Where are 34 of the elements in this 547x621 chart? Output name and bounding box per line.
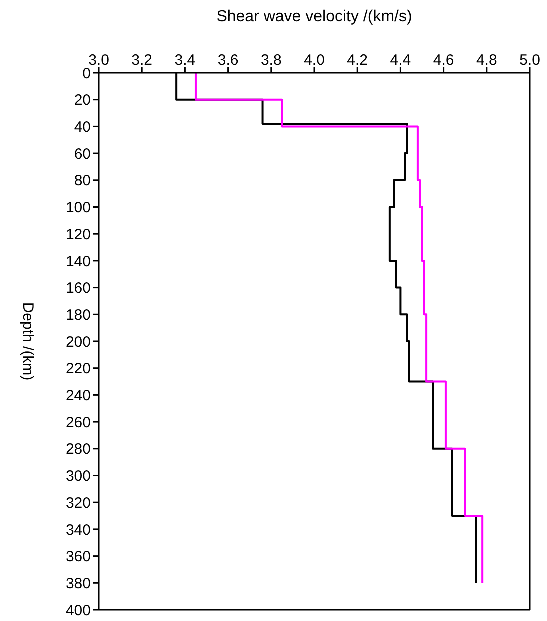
- y-tick-label: 80: [74, 172, 91, 190]
- y-tick-label: 280: [66, 441, 91, 458]
- y-tick-label: 260: [66, 414, 91, 432]
- y-tick-label: 200: [66, 334, 91, 351]
- y-tick-label: 180: [66, 306, 91, 324]
- y-tick-label: 20: [74, 92, 91, 110]
- x-tick-label: 3.8: [260, 52, 282, 69]
- x-tick-label: 4.8: [476, 52, 498, 69]
- x-tick-label: 3.6: [218, 52, 239, 69]
- y-tick-label: 360: [66, 548, 91, 566]
- x-tick-label: 4.2: [347, 52, 368, 69]
- x-tick-label: 4.4: [390, 52, 412, 69]
- y-tick-label: 160: [66, 280, 91, 298]
- y-tick-label: 380: [66, 575, 91, 592]
- y-tick-label: 300: [66, 468, 91, 486]
- x-tick-label: 3.2: [132, 52, 153, 69]
- y-tick-label: 60: [74, 146, 91, 163]
- y-tick-label: 100: [66, 200, 91, 217]
- y-tick-label: 220: [66, 360, 91, 378]
- y-tick-label: 40: [74, 119, 91, 136]
- y-tick-label: 340: [66, 522, 91, 539]
- y-tick-label: 240: [66, 388, 91, 405]
- y-tick-label: 0: [82, 65, 91, 82]
- y-tick-label: 400: [66, 602, 91, 620]
- x-tick-label: 4.0: [304, 52, 325, 69]
- x-tick-label: 3.4: [174, 52, 196, 69]
- x-tick-label: 5.0: [520, 52, 540, 69]
- y-tick-label: 140: [66, 253, 91, 270]
- y-tick-label: 320: [66, 494, 91, 512]
- x-axis-title: Shear wave velocity /(km/s): [216, 8, 412, 26]
- x-tick-label: 4.6: [433, 52, 454, 69]
- y-axis-title: Depth /(km): [20, 302, 37, 381]
- y-tick-label: 120: [66, 226, 91, 244]
- x-tick-label: 3.0: [88, 52, 110, 69]
